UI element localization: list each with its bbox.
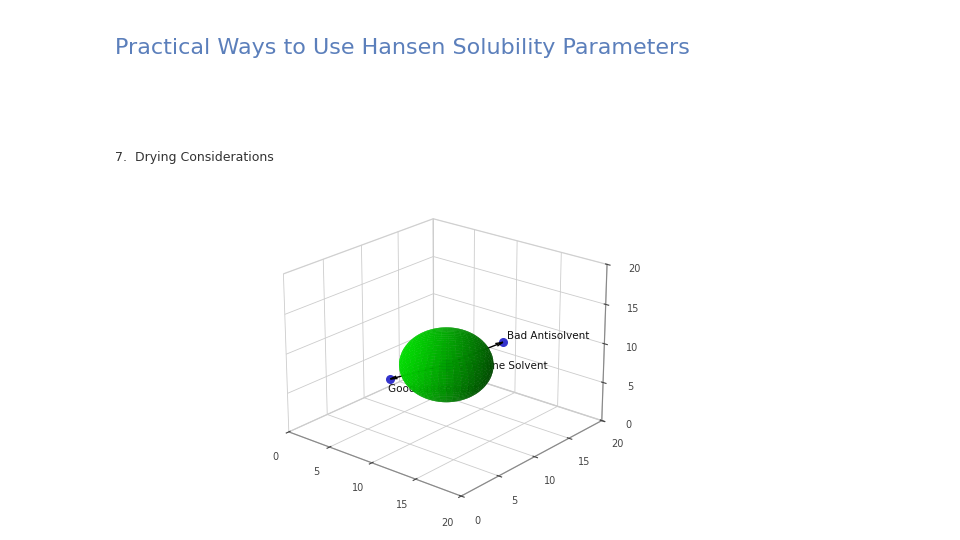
Text: 7.  Drying Considerations: 7. Drying Considerations [115,151,274,164]
Text: Practical Ways to Use Hansen Solubility Parameters: Practical Ways to Use Hansen Solubility … [115,38,690,58]
